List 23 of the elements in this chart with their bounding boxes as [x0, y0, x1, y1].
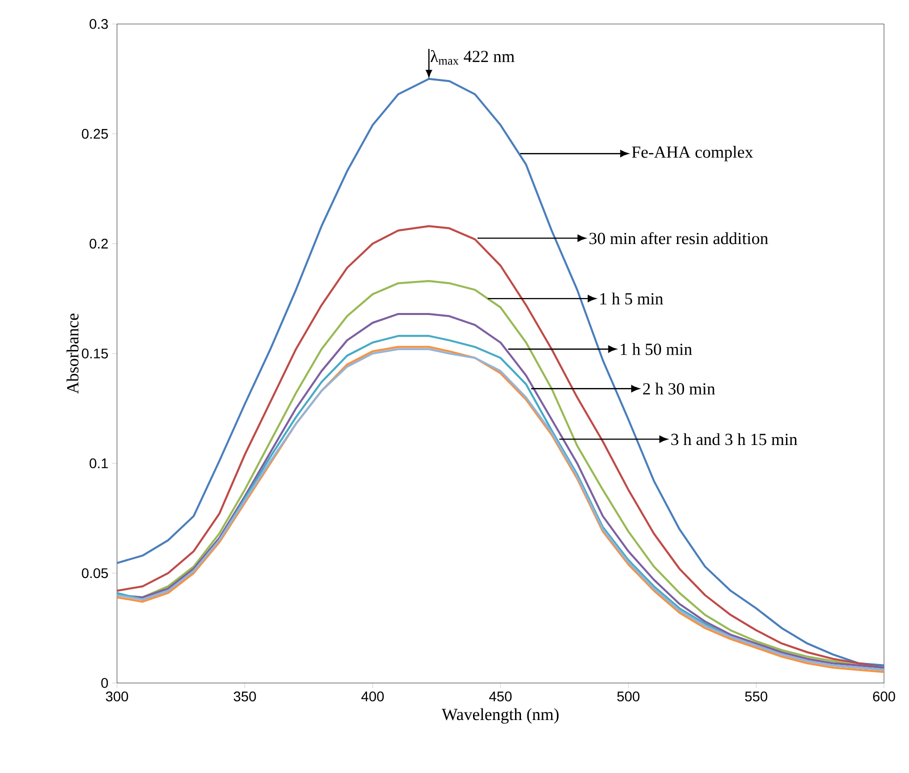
x-tick-label: 600 — [873, 692, 896, 702]
x-tick-label: 400 — [361, 692, 384, 702]
annotation: Fe-AHA complex — [632, 146, 753, 162]
y-tick-label: 0.05 — [82, 568, 108, 578]
x-tick-label: 550 — [745, 692, 768, 702]
annotation: 30 min after resin addition — [590, 232, 768, 244]
annotation: 1 h 50 min — [620, 343, 692, 356]
x-tick-label: 300 — [106, 692, 128, 702]
x-tick-label: 500 — [617, 692, 640, 702]
annotation: λ$_{max}$ 422 nm — [430, 50, 514, 65]
annotation: 2 h 30 min — [643, 382, 716, 395]
y-tick-label: 0.25 — [82, 128, 108, 139]
x-tick-label: 450 — [489, 692, 512, 702]
y-tick-label: 0.2 — [90, 238, 108, 249]
annotation: 1 h 5 min — [600, 292, 664, 305]
x-tick-label: 350 — [234, 692, 256, 702]
y-tick-label: 0.3 — [90, 19, 108, 29]
y-tick-label: 0 — [101, 678, 108, 688]
y-axis-title: Absorbance — [66, 314, 78, 394]
annotation: 3 h and 3 h 15 min — [671, 433, 798, 446]
y-tick-label: 0.1 — [90, 458, 108, 468]
x-axis-title: Wavelength (nm) — [442, 708, 559, 724]
y-tick-label: 0.15 — [82, 348, 108, 358]
